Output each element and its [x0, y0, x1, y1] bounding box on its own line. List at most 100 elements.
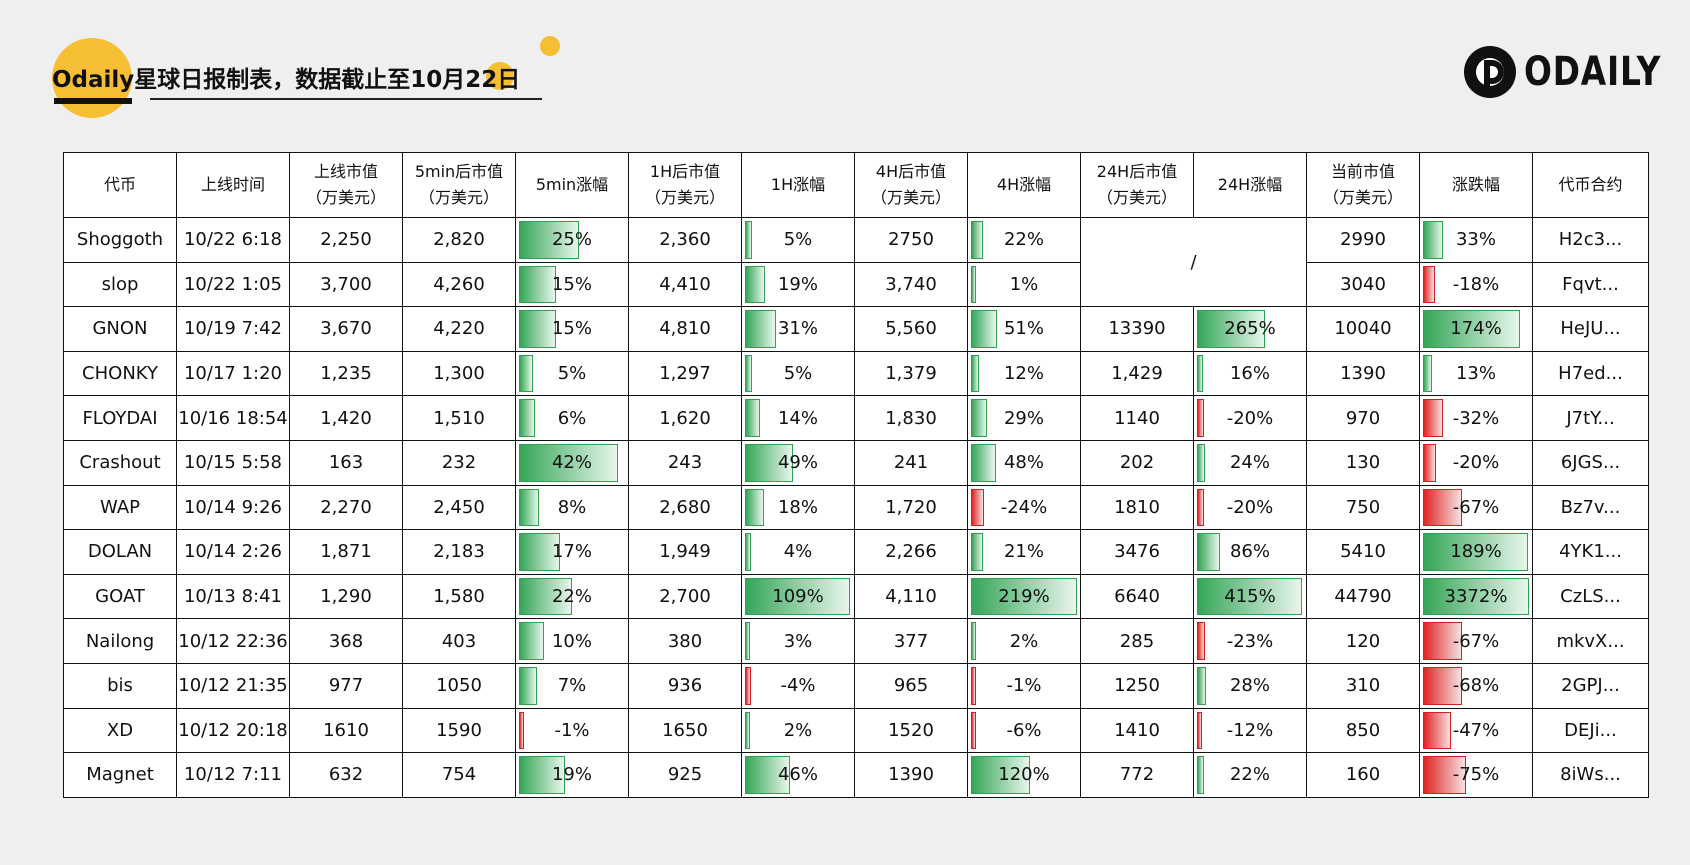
table-cell: 10/19 7:42 — [176, 306, 290, 352]
table-cell: 109% — [741, 573, 855, 620]
table-cell: 936 — [628, 662, 742, 709]
cell-text: mkvX... — [1556, 630, 1625, 652]
cell-text: 1140 — [1114, 407, 1160, 429]
negative-change-bar — [1423, 488, 1462, 527]
cell-text: -32% — [1452, 407, 1500, 429]
column-header: 涨跌幅 — [1419, 152, 1533, 218]
table-cell: 86% — [1193, 529, 1307, 575]
cell-text: 174% — [1450, 318, 1502, 340]
table-cell: 31% — [741, 306, 855, 352]
table-cell: 189% — [1419, 529, 1533, 575]
table-cell: 8iWs... — [1532, 752, 1649, 798]
table-cell: 10/14 2:26 — [176, 529, 290, 575]
cell-text: 10/22 6:18 — [183, 229, 282, 251]
table-cell: 7% — [515, 662, 629, 709]
table-cell: 4,110 — [854, 573, 968, 620]
table-cell: 3040 — [1306, 261, 1420, 308]
column-header: 当前市值 （万美元） — [1306, 152, 1420, 218]
token-table: 代币 上线时间 上线市值 （万美元） 5min后市值 （万美元） 5min涨幅 1H后市值 （万… — [63, 152, 1649, 798]
positive-change-bar — [1197, 354, 1203, 393]
cell-text: -23% — [1226, 630, 1274, 652]
positive-change-bar — [519, 622, 545, 660]
cell-text: -67% — [1452, 630, 1500, 652]
table-cell: -20% — [1419, 439, 1533, 486]
column-header: 1H涨幅 — [741, 152, 855, 218]
cell-text: 12% — [1003, 363, 1044, 385]
cell-text: 13% — [1455, 363, 1496, 385]
table-cell: 5% — [741, 217, 855, 263]
table-cell: 850 — [1306, 707, 1420, 754]
cell-text: 3% — [783, 630, 813, 652]
table-cell: 130 — [1306, 439, 1420, 486]
column-header: 代币 — [63, 152, 177, 218]
positive-change-bar — [745, 756, 791, 794]
table-cell: 3476 — [1080, 529, 1194, 575]
cell-text: 285 — [1119, 630, 1155, 652]
cell-text: 415% — [1224, 586, 1276, 608]
cell-text: 10040 — [1334, 318, 1392, 340]
table-cell: 1390 — [854, 752, 968, 798]
table-cell: 16% — [1193, 350, 1307, 397]
positive-change-bar — [971, 533, 983, 571]
cell-text: 10/12 22:36 — [178, 630, 288, 652]
positive-change-bar — [1197, 577, 1302, 616]
cell-text: 1050 — [436, 675, 482, 697]
cell-text: 1410 — [1114, 719, 1160, 741]
positive-change-bar — [971, 265, 976, 304]
column-header: 24H后市值 （万美元） — [1080, 152, 1194, 218]
column-header: 代币合约 — [1532, 152, 1649, 218]
table-cell: 21% — [967, 529, 1081, 575]
positive-change-bar — [519, 399, 535, 437]
positive-change-bar — [745, 310, 777, 348]
table-cell: 25% — [515, 217, 629, 263]
cell-text: 5410 — [1340, 541, 1386, 563]
table-cell: -32% — [1419, 395, 1533, 441]
positive-change-bar — [971, 310, 998, 348]
table-cell: 1,420 — [289, 395, 403, 441]
table-cell: -23% — [1193, 618, 1307, 664]
odaily-logo-text: ODAILY — [1524, 49, 1662, 95]
table-cell: 2% — [741, 707, 855, 754]
positive-change-bar — [1197, 533, 1221, 571]
table-cell: 1,720 — [854, 484, 968, 531]
table-cell: -1% — [515, 707, 629, 754]
column-header: 5min涨幅 — [515, 152, 629, 218]
cell-text: 368 — [328, 630, 364, 652]
odaily-logo-icon — [1464, 46, 1516, 98]
table-cell: 403 — [402, 618, 516, 664]
cell-text: 5% — [783, 229, 813, 251]
table-cell: 4% — [741, 529, 855, 575]
table-row: Nailong 10/12 22:36 368 403 10% 380 3% 377 2% 285… — [63, 618, 1649, 664]
table-cell: Magnet — [63, 752, 177, 798]
positive-change-bar — [519, 666, 538, 705]
cell-text: -20% — [1226, 407, 1274, 429]
table-cell: 377 — [854, 618, 968, 664]
cell-text: 936 — [667, 675, 703, 697]
table-cell: XD — [63, 707, 177, 754]
cell-text: -68% — [1452, 675, 1500, 697]
table-cell: 1,235 — [289, 350, 403, 397]
positive-change-bar — [971, 756, 1030, 794]
table-cell: 1,297 — [628, 350, 742, 397]
table-row: Shoggoth 10/22 6:18 2,250 2,820 25% 2,360 5% 27… — [63, 216, 1649, 308]
table-cell: 22% — [515, 573, 629, 620]
cell-text: 2,820 — [433, 229, 485, 251]
positive-change-bar — [1197, 666, 1206, 705]
cell-text: 2750 — [888, 229, 934, 251]
positive-change-bar — [519, 265, 556, 304]
cell-text: FLOYDAI — [82, 407, 158, 429]
table-cell: -75% — [1419, 752, 1533, 798]
cell-text: 189% — [1450, 541, 1502, 563]
table-cell: 202 — [1080, 439, 1194, 486]
cell-text: 1,720 — [885, 496, 937, 518]
table-cell: 48% — [967, 439, 1081, 486]
table-cell: 174% — [1419, 306, 1533, 352]
positive-change-bar — [519, 577, 572, 616]
cell-text: 965 — [893, 675, 929, 697]
table-cell: 2990 — [1306, 217, 1420, 263]
negative-change-bar — [1423, 443, 1436, 482]
table-row: bis 10/12 21:35 977 1050 7% 936 -4% 965 -1% 1250 2… — [63, 662, 1649, 709]
cell-text: J7tY... — [1566, 407, 1615, 429]
cell-text: 2GPJ... — [1561, 675, 1620, 697]
positive-change-bar — [1197, 443, 1205, 482]
